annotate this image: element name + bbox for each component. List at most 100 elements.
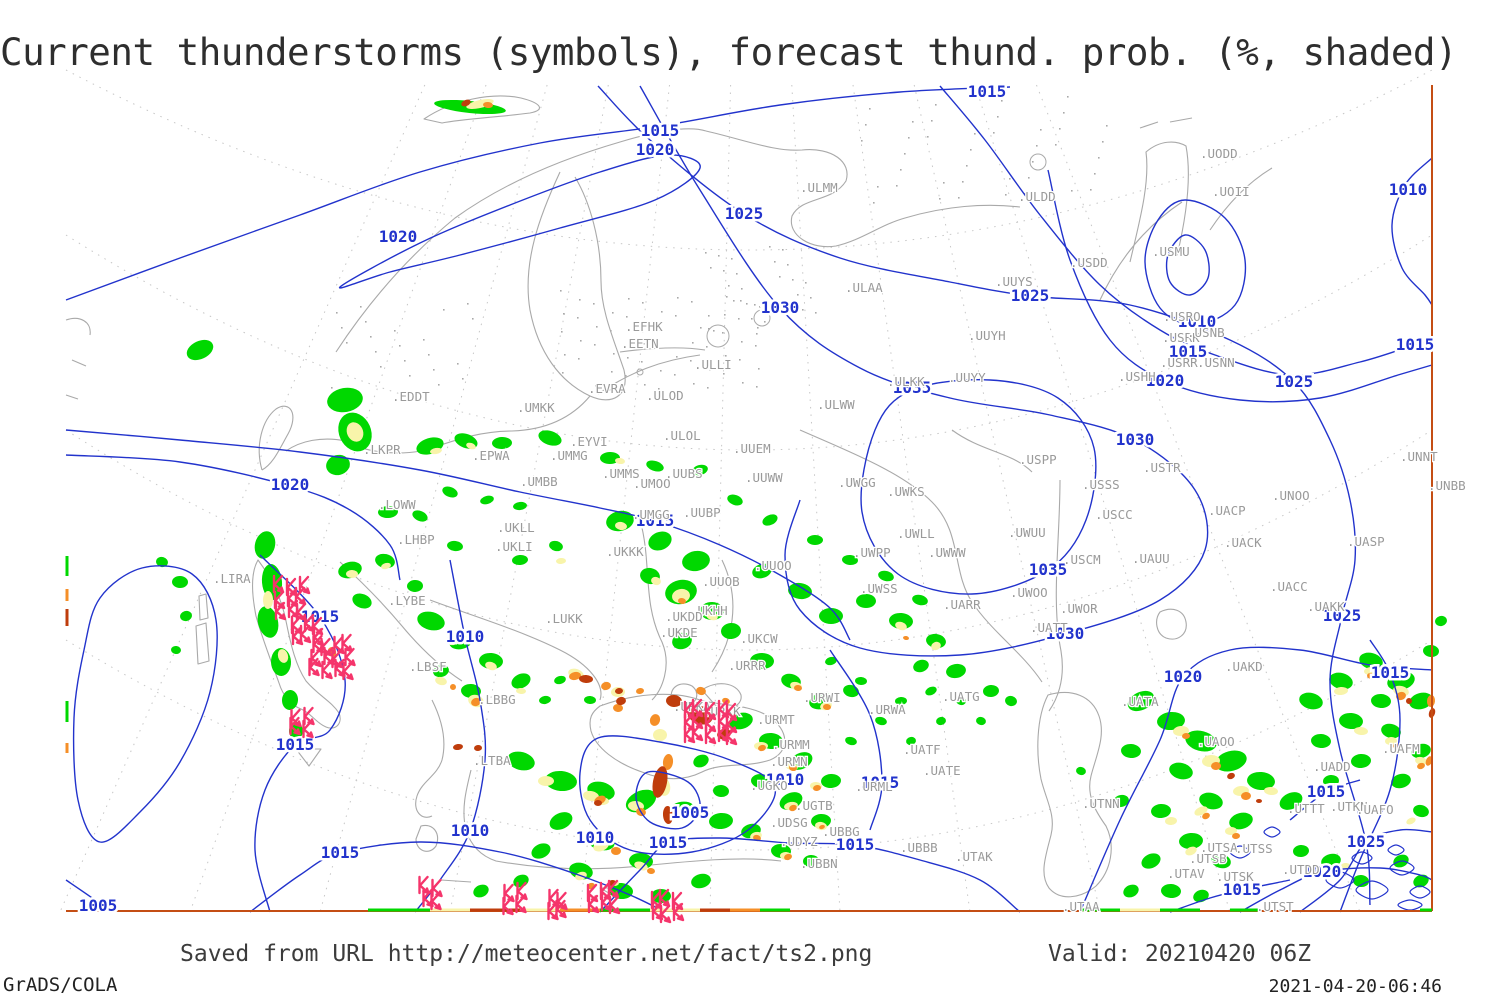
station-id-label: .EPWA <box>472 448 510 463</box>
isobar-value-label: 1020 <box>636 140 675 159</box>
station-id-label: .EYVI <box>570 434 608 449</box>
prob-shade-orange <box>601 681 611 691</box>
thunderstorm-symbol <box>704 701 717 721</box>
prob-shade-green <box>492 436 512 450</box>
terrain-speckle <box>657 347 659 349</box>
prob-shade-orange <box>569 671 581 681</box>
terrain-speckle <box>1059 128 1061 130</box>
terrain-speckle <box>1040 129 1042 131</box>
terrain-speckle <box>779 276 781 278</box>
coastline-path <box>1037 691 1112 898</box>
station-id-label: .UAFM <box>1382 741 1420 756</box>
valid-time-caption: Valid: 20210420 06Z <box>1048 941 1312 967</box>
terrain-speckle <box>1063 112 1065 114</box>
graticule-parallel <box>65 69 1433 251</box>
thunderstorm-symbol <box>294 586 307 606</box>
coastline-path <box>415 699 472 883</box>
station-id-label: .UBBB <box>900 840 938 855</box>
terrain-speckle <box>360 306 362 308</box>
station-id-label: .UAOO <box>1197 734 1235 749</box>
coastline-path <box>639 519 667 701</box>
thunderstorm-symbol <box>287 599 300 619</box>
station-id-label: .UTNN <box>1082 796 1120 811</box>
prob-shade-green <box>1123 884 1139 898</box>
thunderstorm-symbol <box>717 711 730 731</box>
terrain-speckle <box>792 279 794 281</box>
terrain-speckle <box>769 246 771 248</box>
terrain-speckle <box>740 300 742 302</box>
prob-shade-green <box>1323 774 1339 788</box>
terrain-speckle <box>738 318 740 320</box>
thunderstorm-symbol <box>341 633 353 653</box>
terrain-speckle <box>958 197 960 199</box>
station-id-label: .EDDT <box>392 389 430 404</box>
terrain-speckle <box>731 258 733 260</box>
coastline-path <box>258 405 294 471</box>
coastline-path <box>65 317 91 400</box>
prob-shade-yellow <box>435 676 447 686</box>
station-id-label: .UUYS <box>995 274 1033 289</box>
station-id-label: .UACC <box>1270 579 1308 594</box>
prob-shade-green <box>171 645 181 655</box>
terrain-speckle <box>645 325 647 327</box>
thunderstorm-symbol <box>691 698 704 718</box>
prob-shade-green <box>1279 792 1303 810</box>
terrain-speckle <box>900 169 902 171</box>
thunderstorm-symbol <box>608 895 621 915</box>
station-id-label: .USRO <box>1163 309 1201 324</box>
prob-shade-yellow <box>262 591 274 609</box>
graticule-parallel <box>65 639 1433 851</box>
prob-shade-green <box>1121 743 1141 759</box>
station-id-label: .UUBS <box>665 466 703 481</box>
isobar-closed-loop <box>1263 826 1281 838</box>
terrain-speckle <box>423 339 425 341</box>
coastline-path <box>335 128 707 353</box>
thunderstorm-symbol <box>320 637 332 657</box>
prob-shade-green <box>842 554 858 566</box>
terrain-speckle <box>736 273 738 275</box>
prob-shade-green <box>895 696 907 706</box>
isobar-closed-loop <box>1229 845 1251 859</box>
thunderstorm-symbol <box>323 646 335 666</box>
thunderstorm-symbol <box>289 716 301 736</box>
terrain-speckle <box>564 354 566 356</box>
isobar-value-label: 1015 <box>1223 880 1262 899</box>
prob-shade-green <box>538 430 562 446</box>
terrain-speckle <box>1001 100 1003 102</box>
thunderstorm-symbol <box>286 588 299 608</box>
terrain-speckle <box>399 345 401 347</box>
prob-shade-orange <box>471 697 481 707</box>
coastline-path <box>799 429 1043 683</box>
isobar-value-label: 1020 <box>1146 371 1185 390</box>
thunderstorm-symbol <box>333 635 345 655</box>
thunderstorm-symbol <box>431 878 443 898</box>
prob-shade-yellow <box>583 790 599 802</box>
prob-shade-green <box>254 531 276 559</box>
thunderstorm-symbol <box>599 881 612 901</box>
terrain-speckle <box>1005 194 1007 196</box>
terrain-speckle <box>428 354 430 356</box>
prob-shade-green <box>156 556 168 568</box>
station-id-label: .LIRA <box>213 571 251 586</box>
terrain-speckle <box>658 388 660 390</box>
prob-shade-green <box>946 663 966 679</box>
terrain-speckle <box>782 249 784 251</box>
prob-shade-green <box>1353 874 1369 888</box>
prob-shade-yellow <box>672 588 690 604</box>
isobar-value-label: 1010 <box>1389 180 1428 199</box>
prob-shade-green <box>1339 712 1363 730</box>
isobar-value-label: 1025 <box>725 204 764 223</box>
isobar-value-label: 1030 <box>1046 624 1085 643</box>
terrain-speckle <box>563 313 565 315</box>
coastline-path <box>195 593 322 767</box>
isobar-line <box>1239 867 1433 913</box>
prob-shade-red <box>474 744 482 752</box>
prob-shade-green <box>1293 844 1309 858</box>
thunderstorm-symbol <box>548 888 560 908</box>
lake-outline <box>1029 153 1047 171</box>
thunderstorm-symbol <box>651 901 664 921</box>
thunderstorm-symbol <box>290 615 303 635</box>
prob-shade-green <box>1411 743 1431 759</box>
prob-shade-red <box>616 696 626 706</box>
prob-shade-green <box>326 454 350 476</box>
